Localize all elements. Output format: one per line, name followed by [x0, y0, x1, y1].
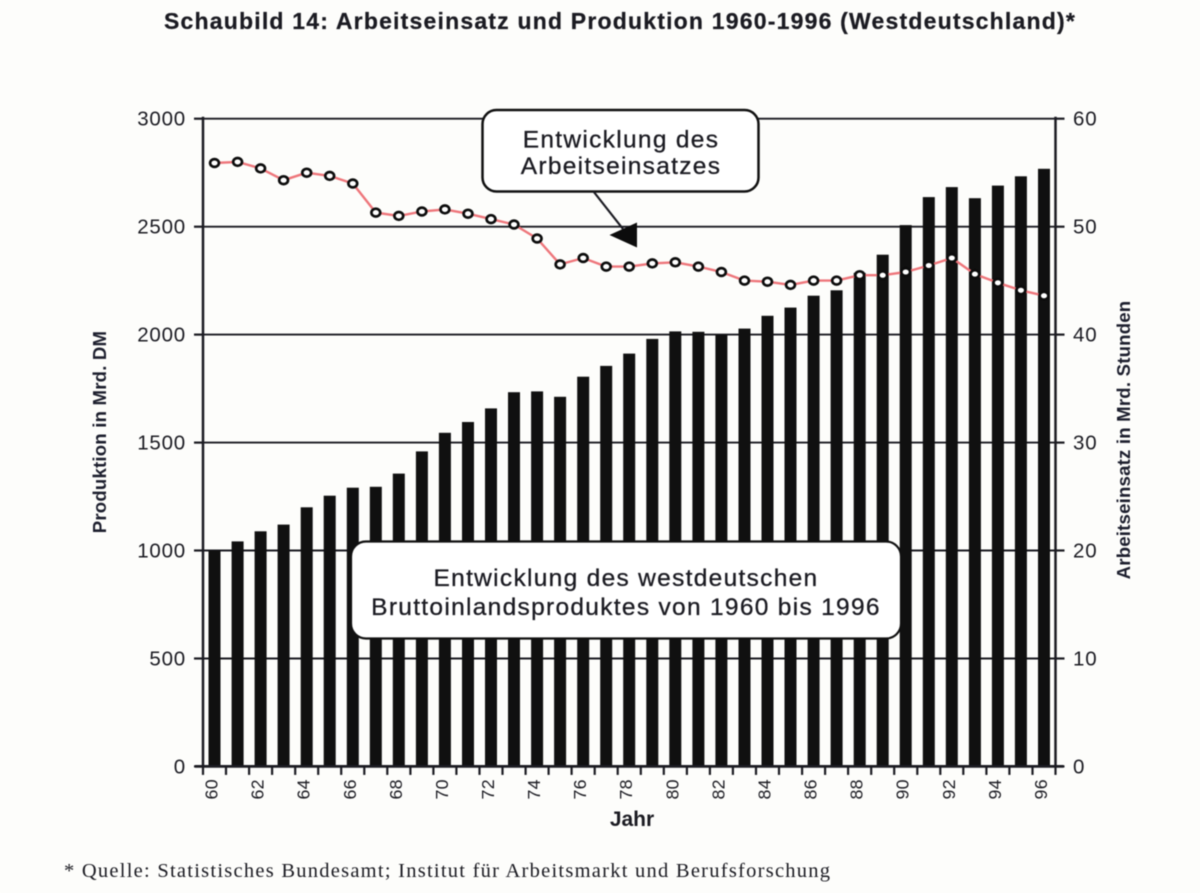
svg-text:50: 50 [1073, 216, 1097, 239]
svg-text:Jahr: Jahr [610, 808, 654, 831]
svg-text:1000: 1000 [137, 540, 186, 563]
svg-text:76: 76 [570, 779, 590, 799]
svg-text:1500: 1500 [137, 432, 186, 455]
svg-text:88: 88 [847, 779, 867, 799]
svg-text:500: 500 [149, 648, 186, 671]
svg-text:74: 74 [524, 779, 544, 799]
svg-text:78: 78 [616, 779, 636, 799]
svg-text:92: 92 [939, 779, 959, 799]
svg-text:66: 66 [340, 779, 360, 799]
svg-text:60: 60 [202, 779, 222, 799]
svg-text:96: 96 [1031, 779, 1051, 799]
svg-text:70: 70 [432, 779, 452, 799]
svg-text:Schaubild 14: Arbeitseinsatz u: Schaubild 14: Arbeitseinsatz und Produkt… [164, 8, 1076, 34]
svg-text:40: 40 [1073, 324, 1097, 347]
svg-text:90: 90 [893, 779, 913, 799]
svg-text:86: 86 [801, 779, 821, 799]
svg-text:Bruttoinlandsproduktes von 196: Bruttoinlandsproduktes von 1960 bis 1996 [371, 594, 881, 621]
svg-text:0: 0 [1073, 755, 1085, 778]
svg-text:* Quelle: Statistisches Bundes: * Quelle: Statistisches Bundesamt; Insti… [64, 860, 831, 882]
svg-text:0: 0 [174, 755, 186, 778]
svg-text:2500: 2500 [137, 216, 186, 239]
svg-text:2000: 2000 [137, 324, 186, 347]
svg-text:94: 94 [985, 779, 1005, 799]
svg-text:82: 82 [708, 779, 728, 799]
svg-text:68: 68 [386, 779, 406, 799]
svg-text:64: 64 [294, 779, 314, 799]
svg-text:Arbeitseinsatzes: Arbeitseinsatzes [521, 153, 722, 180]
svg-text:84: 84 [755, 779, 775, 799]
svg-text:Entwicklung des westdeutschen: Entwicklung des westdeutschen [434, 565, 819, 592]
svg-text:Produktion in Mrd. DM: Produktion in Mrd. DM [89, 331, 110, 534]
svg-text:80: 80 [662, 779, 682, 799]
svg-text:20: 20 [1073, 540, 1097, 563]
svg-text:Entwicklung des: Entwicklung des [523, 127, 720, 154]
svg-text:3000: 3000 [137, 108, 186, 131]
svg-text:30: 30 [1073, 432, 1097, 455]
svg-text:60: 60 [1073, 108, 1097, 131]
svg-text:72: 72 [478, 779, 498, 799]
svg-text:Arbeitseinsatz in Mrd. Stunden: Arbeitseinsatz in Mrd. Stunden [1113, 301, 1134, 580]
svg-text:10: 10 [1073, 648, 1097, 671]
svg-text:62: 62 [248, 779, 268, 799]
